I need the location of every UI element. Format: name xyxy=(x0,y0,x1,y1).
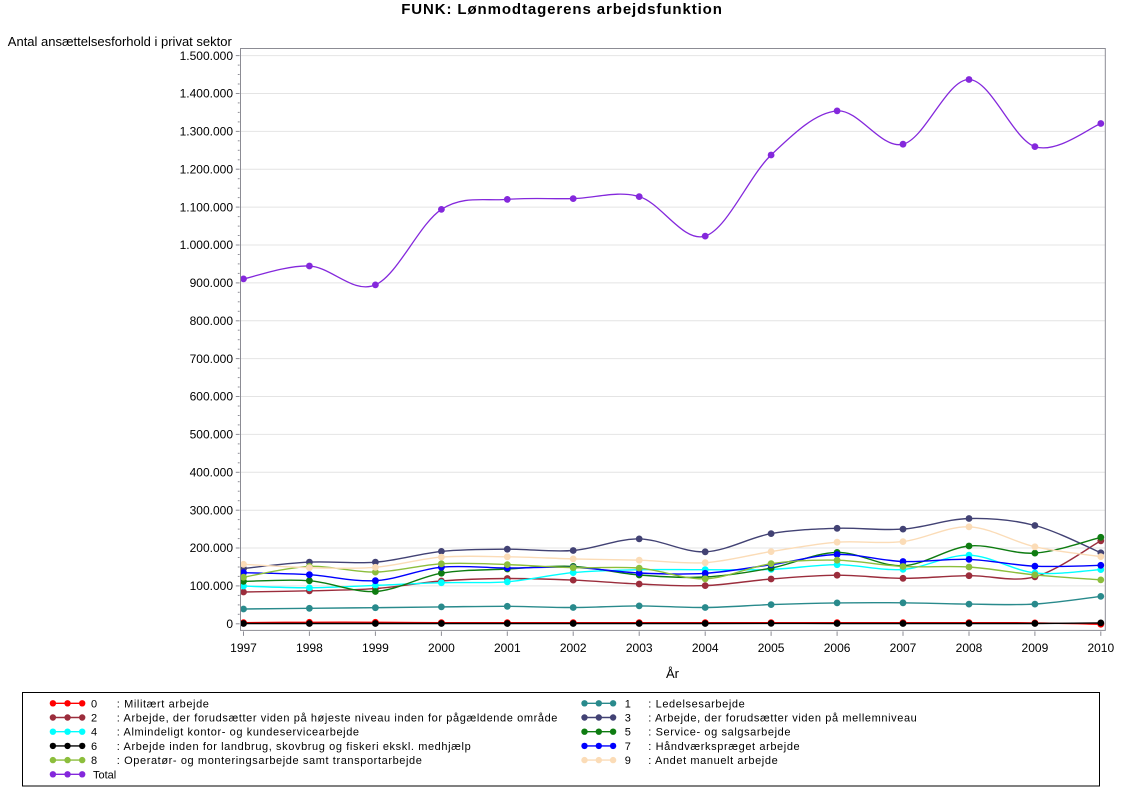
svg-text:2010: 2010 xyxy=(1087,641,1114,655)
svg-text:: Ledelsesarbejde: : Ledelsesarbejde xyxy=(648,698,745,710)
svg-text:1998: 1998 xyxy=(296,641,323,655)
svg-text:: Almindeligt kontor- og kunde: : Almindeligt kontor- og kundeservicearb… xyxy=(117,727,360,739)
svg-text:300.000: 300.000 xyxy=(190,503,234,517)
svg-text:600.000: 600.000 xyxy=(190,390,234,404)
svg-text:Total: Total xyxy=(93,769,116,781)
svg-text:: Arbejde inden for landbrug,: : Arbejde inden for landbrug, skovbrug o… xyxy=(117,741,472,753)
svg-text:500.000: 500.000 xyxy=(190,428,234,442)
svg-text:: Operatør- og monteringsarbej: : Operatør- og monteringsarbejde samt tr… xyxy=(117,755,423,767)
svg-text:: Militært arbejde: : Militært arbejde xyxy=(117,698,210,710)
svg-text:8: 8 xyxy=(91,755,97,767)
svg-text:100.000: 100.000 xyxy=(190,579,234,593)
svg-text:1.200.000: 1.200.000 xyxy=(180,162,234,176)
svg-text:: Andet manuelt arbejde: : Andet manuelt arbejde xyxy=(648,755,778,767)
svg-text:2: 2 xyxy=(91,713,97,725)
svg-text:1.000.000: 1.000.000 xyxy=(180,238,234,252)
svg-text:5: 5 xyxy=(625,727,631,739)
svg-text:: Service- og salgsarbejde: : Service- og salgsarbejde xyxy=(648,727,791,739)
svg-text:6: 6 xyxy=(91,741,97,753)
svg-text:0: 0 xyxy=(226,617,233,631)
svg-text:7: 7 xyxy=(625,741,631,753)
svg-text:: Arbejde, der forudsætter vid: : Arbejde, der forudsætter viden på høje… xyxy=(117,713,558,725)
svg-text:2002: 2002 xyxy=(560,641,587,655)
svg-text:2001: 2001 xyxy=(494,641,521,655)
svg-text:1.100.000: 1.100.000 xyxy=(180,200,234,214)
svg-text:3: 3 xyxy=(625,713,631,725)
svg-text:: Håndværkspræget arbejde: : Håndværkspræget arbejde xyxy=(648,741,800,753)
svg-text:1.400.000: 1.400.000 xyxy=(180,87,234,101)
svg-text:2004: 2004 xyxy=(692,641,719,655)
svg-text:700.000: 700.000 xyxy=(190,352,234,366)
svg-text:0: 0 xyxy=(91,698,97,710)
svg-text:1.500.000: 1.500.000 xyxy=(180,49,234,63)
svg-text:År: År xyxy=(666,666,680,681)
svg-text:2007: 2007 xyxy=(890,641,917,655)
svg-text:Antal ansættelsesforhold i pri: Antal ansættelsesforhold i privat sektor xyxy=(8,34,233,49)
svg-text:800.000: 800.000 xyxy=(190,314,234,328)
svg-text:2008: 2008 xyxy=(956,641,983,655)
svg-text:FUNK: Lønmodtagerens arbejdsfu: FUNK: Lønmodtagerens arbejdsfunktion xyxy=(401,1,723,18)
svg-text:: Arbejde, der forudsætter vid: : Arbejde, der forudsætter viden på mell… xyxy=(648,713,917,725)
svg-text:900.000: 900.000 xyxy=(190,276,234,290)
svg-text:2009: 2009 xyxy=(1022,641,1049,655)
svg-text:2005: 2005 xyxy=(758,641,785,655)
svg-text:4: 4 xyxy=(91,727,97,739)
svg-text:1999: 1999 xyxy=(362,641,389,655)
svg-text:1: 1 xyxy=(625,698,631,710)
svg-text:1997: 1997 xyxy=(230,641,257,655)
svg-text:400.000: 400.000 xyxy=(190,466,234,480)
svg-text:2003: 2003 xyxy=(626,641,653,655)
svg-text:9: 9 xyxy=(625,755,631,767)
svg-text:1.300.000: 1.300.000 xyxy=(180,125,234,139)
svg-text:2006: 2006 xyxy=(824,641,851,655)
svg-text:200.000: 200.000 xyxy=(190,541,234,555)
svg-text:2000: 2000 xyxy=(428,641,455,655)
